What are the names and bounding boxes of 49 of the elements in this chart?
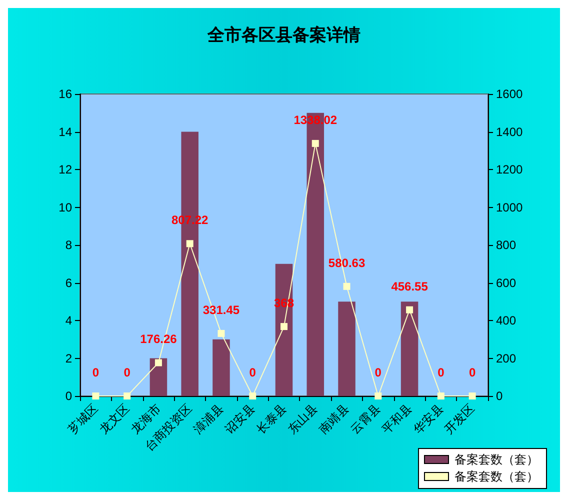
data-label: 0 xyxy=(468,366,476,380)
y-tick-label: 12 xyxy=(58,162,72,176)
point xyxy=(374,392,382,400)
data-label: 176.26 xyxy=(140,332,178,346)
y-tick-label: 4 xyxy=(65,314,72,328)
y-tick-label: 10 xyxy=(58,200,72,214)
y2-tick-label: 200 xyxy=(496,351,516,366)
y2-tick-label: 0 xyxy=(496,389,503,403)
y-tick-label: 0 xyxy=(65,389,72,403)
data-label: 0 xyxy=(438,366,445,380)
point xyxy=(92,392,100,400)
y2-tick-label: 400 xyxy=(496,314,516,328)
legend-label: 备案套数（套） xyxy=(454,470,538,484)
y2-tick-label: 800 xyxy=(496,238,516,252)
data-label: 331.45 xyxy=(202,302,240,317)
bar xyxy=(212,339,230,396)
y-tick-label: 2 xyxy=(65,351,72,366)
data-label: 456.55 xyxy=(391,279,428,294)
point xyxy=(280,323,288,330)
point xyxy=(124,392,131,400)
point xyxy=(406,306,414,314)
point xyxy=(312,140,319,147)
data-label: 0 xyxy=(249,366,256,380)
y2-tick-label: 1600 xyxy=(496,87,524,101)
data-label: 580.63 xyxy=(328,256,366,270)
y-tick-label: 14 xyxy=(58,124,72,139)
point xyxy=(343,282,350,290)
data-label: 0 xyxy=(124,366,131,380)
y2-tick-label: 600 xyxy=(496,276,516,290)
point xyxy=(437,392,444,400)
point xyxy=(468,392,476,400)
point xyxy=(218,330,225,337)
point xyxy=(186,240,194,248)
point xyxy=(249,392,256,400)
legend-label: 备案套数（套） xyxy=(454,452,538,466)
bar xyxy=(338,302,356,396)
y-tick-label: 16 xyxy=(58,87,72,101)
y2-tick-label: 1000 xyxy=(496,200,524,214)
y2-tick-label: 1400 xyxy=(496,124,524,139)
data-label: 0 xyxy=(374,366,382,380)
bar xyxy=(400,302,418,396)
bar xyxy=(150,358,168,396)
y2-tick-label: 1200 xyxy=(496,162,524,176)
y-tick-label: 6 xyxy=(65,276,72,290)
chart-title: 全市各区县备案详情 xyxy=(206,24,360,46)
data-label: 0 xyxy=(92,366,100,380)
bar xyxy=(275,264,293,396)
y-tick-label: 8 xyxy=(65,238,72,252)
point xyxy=(154,359,162,366)
